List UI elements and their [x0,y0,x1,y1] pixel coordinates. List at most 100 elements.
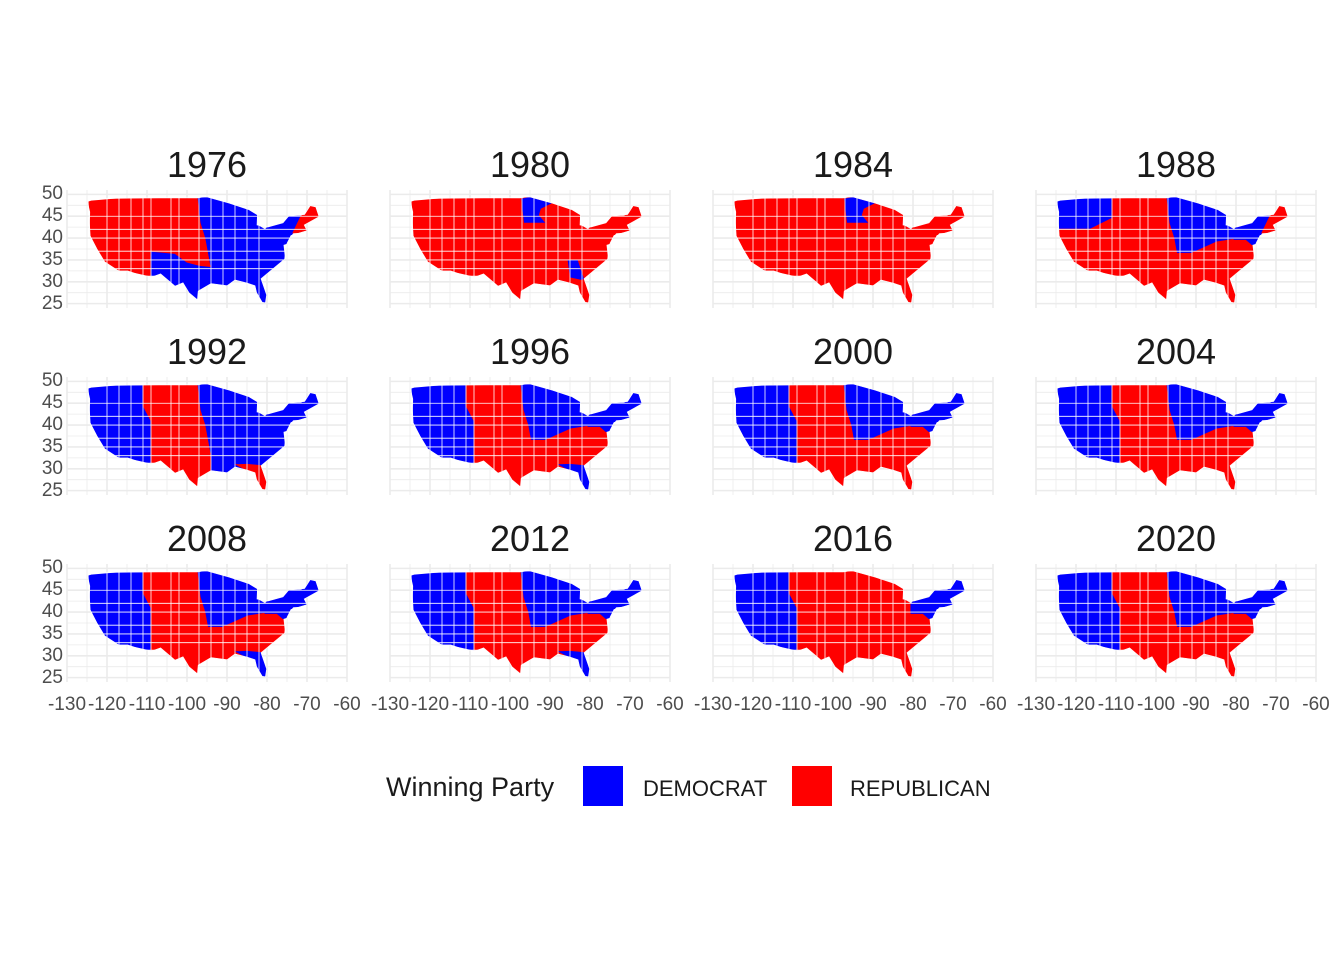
x-tick-label: -110 [128,694,166,715]
map-panel-1976 [66,190,348,308]
map-panel-1992 [66,377,348,495]
panel-title-2008: 2008 [166,518,248,559]
y-tick-label: 35 [41,622,63,644]
x-tick-label: -110 [451,694,489,715]
y-tick-label: 40 [41,227,63,249]
us-outline [1056,383,1289,491]
states-group [1057,197,1289,303]
y-tick-label: 30 [41,644,63,666]
x-tick-label: -70 [939,694,967,715]
legend-label-republican: REPUBLICAN [850,776,991,801]
y-tick-label: 50 [41,370,63,392]
y-tick-label: 45 [41,205,63,227]
us-outline [733,196,966,304]
x-tick-label: -90 [859,694,887,715]
x-tick-label: -100 [1136,694,1176,715]
map-panel-2000 [712,377,994,495]
us-outline [733,383,966,491]
x-tick-label: -90 [1182,694,1210,715]
states-group [1057,571,1289,677]
y-tick-label: 25 [41,666,63,688]
x-tick-label: -90 [213,694,241,715]
x-tick-label: -80 [253,694,281,715]
states-group [1057,384,1289,490]
x-tick-label: -130 [47,694,87,715]
panel-title-1976: 1976 [166,144,248,185]
y-tick-label: 25 [41,479,63,501]
us-outline [1056,196,1289,304]
x-tick-label: -60 [979,694,1007,715]
map-panel-2020 [1035,564,1317,682]
x-tick-label: -110 [774,694,812,715]
map-panel-2008 [66,564,348,682]
panel-title-1988: 1988 [1135,144,1217,185]
x-tick-label: -70 [1262,694,1290,715]
map-panel-1984 [712,190,994,308]
x-tick-label: -100 [167,694,207,715]
us-outline [410,196,643,304]
states-group [411,384,643,490]
us-outline [410,383,643,491]
legend-key-republican [792,766,832,806]
us-outline [87,570,320,678]
region-georgia [567,259,584,280]
us-outline [410,570,643,678]
panel-title-2012: 2012 [489,518,571,559]
x-tick-label: -60 [656,694,684,715]
states-group [411,571,643,677]
x-tick-label: -120 [410,694,450,715]
states-group [734,197,966,303]
x-tick-label: -60 [1302,694,1330,715]
panel-title-1992: 1992 [166,331,248,372]
legend-key-democrat [583,766,623,806]
y-tick-label: 45 [41,392,63,414]
x-tick-label: -130 [370,694,410,715]
x-tick-label: -70 [293,694,321,715]
map-panel-1996 [389,377,671,495]
panel-title-2020: 2020 [1135,518,1217,559]
map-panel-2004 [1035,377,1317,495]
map-panel-1980 [389,190,671,308]
x-tick-label: -80 [1222,694,1250,715]
y-tick-label: 50 [41,183,63,205]
panel-title-1984: 1984 [812,144,894,185]
panel-title-2000: 2000 [812,331,894,372]
us-outline [87,383,320,491]
us-outline [1056,570,1289,678]
y-tick-label: 40 [41,601,63,623]
us-outline [733,570,966,678]
x-tick-label: -70 [616,694,644,715]
states-group [88,384,320,490]
y-tick-label: 25 [41,292,63,314]
x-tick-label: -100 [490,694,530,715]
panel-title-2004: 2004 [1135,331,1217,372]
x-tick-label: -120 [1056,694,1096,715]
y-tick-label: 50 [41,557,63,579]
x-tick-label: -90 [536,694,564,715]
states-group [88,197,320,303]
x-tick-label: -80 [899,694,927,715]
panel-title-2016: 2016 [812,518,894,559]
y-tick-label: 35 [41,248,63,270]
legend-title: Winning Party [386,772,555,802]
x-tick-label: -80 [576,694,604,715]
y-tick-label: 30 [41,270,63,292]
x-tick-label: -120 [87,694,127,715]
y-tick-label: 45 [41,579,63,601]
x-tick-label: -130 [693,694,733,715]
legend-label-democrat: DEMOCRAT [643,776,768,801]
x-tick-label: -130 [1016,694,1056,715]
y-tick-label: 40 [41,414,63,436]
x-tick-label: -60 [333,694,361,715]
x-tick-label: -110 [1097,694,1135,715]
map-panel-2012 [389,564,671,682]
states-group [88,571,320,677]
panel-title-1980: 1980 [489,144,571,185]
x-tick-label: -120 [733,694,773,715]
map-panel-1988 [1035,190,1317,308]
us-outline [87,196,320,304]
y-tick-label: 30 [41,457,63,479]
y-tick-label: 35 [41,435,63,457]
x-tick-label: -100 [813,694,853,715]
map-panel-2016 [712,564,994,682]
